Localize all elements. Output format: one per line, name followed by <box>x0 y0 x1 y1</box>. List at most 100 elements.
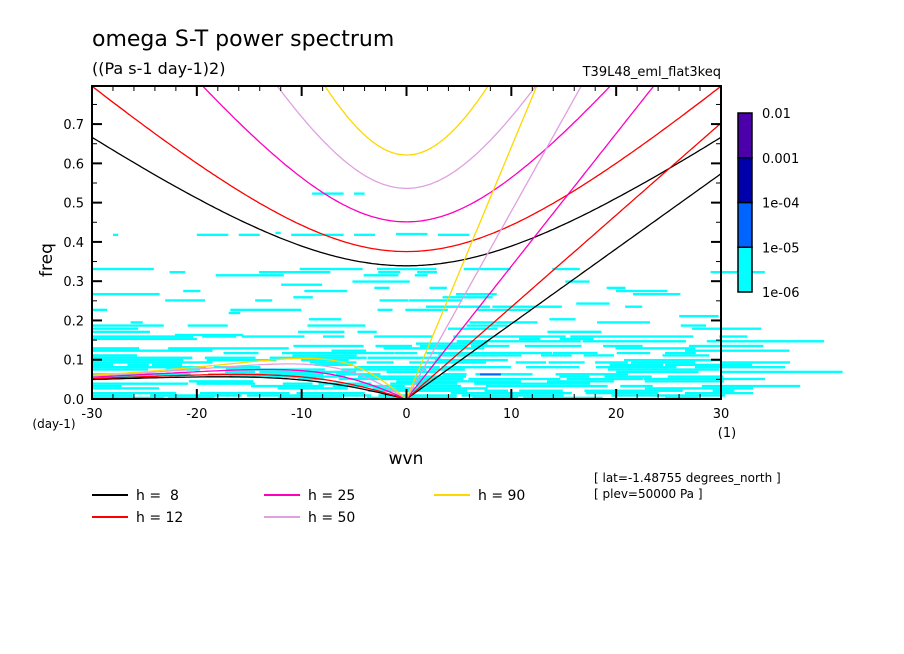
contour-patch <box>688 344 764 348</box>
contour-patch <box>469 321 538 324</box>
contour-patch <box>611 394 726 397</box>
contour-patch <box>168 396 215 399</box>
contour-patch <box>357 375 466 378</box>
contour-patch <box>616 351 651 355</box>
contour-patch <box>341 368 427 371</box>
contour-patch <box>377 308 393 312</box>
contour-patch <box>309 361 357 364</box>
contour-patch <box>277 387 348 390</box>
contour-patch <box>720 361 791 364</box>
contour-patch <box>92 384 122 388</box>
contour-patch <box>363 274 399 277</box>
kelvin-curve-h90 <box>405 86 538 399</box>
y-tick-label: 0.5 <box>63 197 84 212</box>
colorbar-swatch <box>737 246 753 293</box>
contour-patch <box>187 324 228 327</box>
kelvin-curve-h8 <box>406 173 721 399</box>
contour-patch <box>667 375 724 378</box>
contour-patch <box>405 308 448 312</box>
contour-patch <box>92 347 140 350</box>
contour-patch <box>694 366 786 369</box>
ig-curve-h12 <box>92 86 721 253</box>
contour-patch <box>484 389 509 392</box>
contour-patch <box>92 375 154 378</box>
contour-patch <box>200 391 290 395</box>
legend-label: h = 12 <box>136 510 183 526</box>
contour-patch <box>92 308 108 312</box>
contour-patch <box>519 337 541 341</box>
contour-patch <box>437 233 470 237</box>
contour-patch <box>92 368 149 371</box>
contour-patch <box>188 380 254 383</box>
contour-patch <box>378 394 457 397</box>
contour-patch <box>519 389 563 392</box>
contour-patch <box>417 270 438 274</box>
contour-patch <box>92 387 160 390</box>
contour-patch <box>92 335 194 338</box>
contour-patch <box>409 299 463 302</box>
rossby-curve-h8 <box>92 376 407 399</box>
contour-patch <box>379 299 409 302</box>
contour-patch <box>604 375 652 378</box>
y-axis-units: (day-1) <box>32 417 75 431</box>
contour-patch <box>616 289 668 293</box>
contour-patch <box>616 370 699 374</box>
contour-patch <box>269 356 367 359</box>
contour-patch <box>251 384 324 388</box>
contour-patch <box>609 363 664 367</box>
x-tick-label: 30 <box>713 407 730 422</box>
x-axis-label: wvn <box>389 449 424 469</box>
contour-patch <box>246 394 372 397</box>
contour-patch <box>584 389 683 392</box>
contour-patch <box>312 192 344 195</box>
y-tick-label: 0.3 <box>63 275 84 290</box>
contour-patch <box>206 358 277 362</box>
contour-patch <box>352 280 410 283</box>
contour-patch <box>441 366 511 369</box>
contour-patch <box>595 366 677 369</box>
contour-patch <box>476 308 531 312</box>
contour-patch <box>92 361 213 364</box>
contour-patch <box>92 337 197 341</box>
contour-patch <box>608 368 720 371</box>
contour-patch <box>429 286 447 290</box>
contour-patch <box>293 344 364 348</box>
contour-patch <box>174 333 244 337</box>
contour-patch <box>515 361 547 364</box>
contour-patch <box>169 270 186 274</box>
contour-patch <box>259 270 331 274</box>
contour-patch <box>603 344 643 348</box>
kelvin-curve-h12 <box>406 122 721 399</box>
contour-patch <box>466 324 508 327</box>
contour-patch <box>455 292 497 296</box>
contour-patch <box>547 330 602 334</box>
contour-patch <box>213 366 261 369</box>
legend-label: h = 90 <box>478 488 525 504</box>
annotation-lat: [ lat=-1.48755 degrees_north ] <box>594 471 781 485</box>
contour-patch <box>662 354 710 357</box>
contour-patch <box>281 351 395 355</box>
contour-patch <box>632 292 681 296</box>
contour-patch <box>278 396 343 399</box>
contour-patch <box>308 318 342 321</box>
contour-patch <box>354 192 365 195</box>
rossby-curve-h12 <box>92 373 407 399</box>
ig-curve-h25 <box>201 86 612 223</box>
contour-patch <box>112 233 119 237</box>
contour-patch <box>366 361 394 364</box>
kelvin-curve-h50 <box>405 86 583 399</box>
contour-patch <box>386 370 437 374</box>
contour-patch <box>150 394 242 397</box>
contour-patch <box>92 292 160 296</box>
x-tick-label: -10 <box>291 407 312 422</box>
contour-patch <box>684 391 754 395</box>
contour-patch <box>331 349 367 352</box>
contour-patch <box>549 318 576 321</box>
x-tick-label: 20 <box>608 407 625 422</box>
contour-patch <box>183 289 201 293</box>
contour-patch <box>298 330 345 334</box>
contour-patch <box>204 356 256 359</box>
y-tick-label: 0.0 <box>63 393 84 408</box>
x-axis-units: (1) <box>718 426 736 441</box>
contour-patch <box>127 363 149 367</box>
